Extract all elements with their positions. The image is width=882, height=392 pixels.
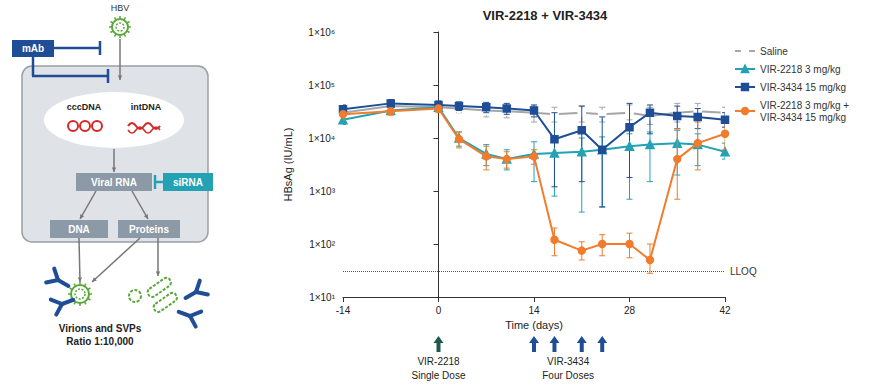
svg-text:Virions and SVPs: Virions and SVPs	[59, 323, 142, 334]
svg-text:Viral RNA: Viral RNA	[91, 177, 137, 188]
svg-text:VIR-2218 3 mg/kg +: VIR-2218 3 mg/kg +	[760, 100, 852, 111]
svg-text:Saline: Saline	[760, 46, 788, 57]
svg-text:VIR-2218 3 mg/kg: VIR-2218 3 mg/kg	[760, 64, 841, 75]
svg-text:VIR-2218: VIR-2218	[417, 356, 460, 367]
svg-text:mAb: mAb	[22, 43, 44, 54]
svg-text:VIR-3434 15 mg/kg: VIR-3434 15 mg/kg	[760, 82, 846, 93]
svg-text:VIR-2218 + VIR-3434: VIR-2218 + VIR-3434	[483, 8, 608, 23]
svg-text:1×10²: 1×10²	[309, 239, 336, 250]
svg-text:HBV: HBV	[111, 3, 130, 13]
svg-text:1×10¹: 1×10¹	[309, 292, 336, 303]
svg-text:1×10⁴: 1×10⁴	[308, 133, 335, 144]
svg-text:VIR-3434: VIR-3434	[547, 356, 590, 367]
svg-text:1×10³: 1×10³	[309, 186, 336, 197]
svg-text:Four Doses: Four Doses	[542, 370, 594, 381]
svg-text:cccDNA: cccDNA	[67, 102, 102, 112]
svg-text:intDNA: intDNA	[131, 102, 162, 112]
svg-text:DNA: DNA	[68, 224, 90, 235]
svg-text:LLOQ: LLOQ	[730, 266, 757, 277]
svg-text:0: 0	[436, 305, 442, 316]
svg-text:Time (days): Time (days)	[505, 319, 563, 331]
svg-text:VIR-3434 15 mg/kg: VIR-3434 15 mg/kg	[760, 112, 846, 123]
svg-text:Ratio 1:10,000: Ratio 1:10,000	[66, 336, 134, 347]
svg-text:1×10⁶: 1×10⁶	[308, 27, 335, 38]
svg-text:14: 14	[528, 305, 540, 316]
svg-text:1×10⁵: 1×10⁵	[308, 80, 335, 91]
svg-text:Proteins: Proteins	[129, 224, 169, 235]
svg-text:siRNA: siRNA	[173, 177, 203, 188]
svg-text:Single Dose: Single Dose	[412, 370, 466, 381]
svg-text:HBsAg (IU/mL): HBsAg (IU/mL)	[282, 128, 294, 202]
svg-text:-14: -14	[336, 305, 351, 316]
svg-text:42: 42	[719, 305, 731, 316]
svg-text:28: 28	[624, 305, 636, 316]
